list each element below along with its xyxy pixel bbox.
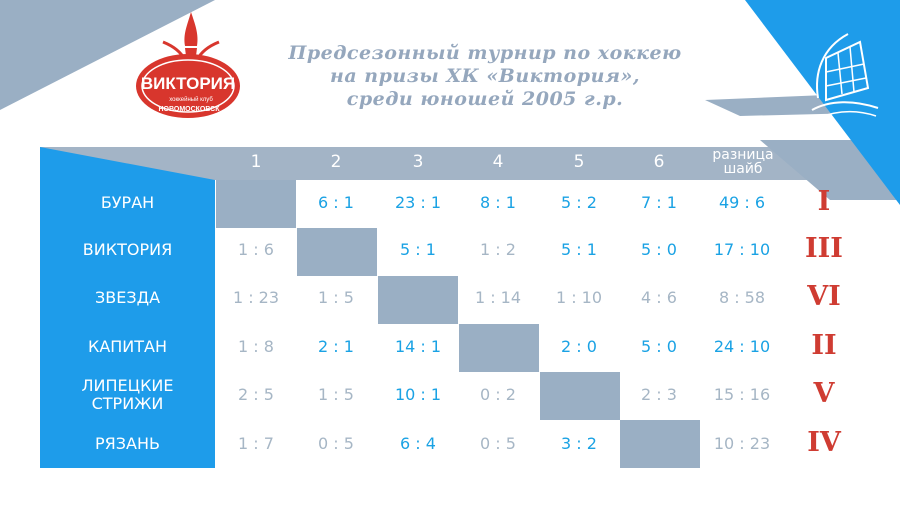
score-cell: 6 : 4 xyxy=(400,434,436,453)
diagonal-cell-3 xyxy=(378,276,458,324)
place-cell: II xyxy=(811,330,837,361)
column-header-1: 1 xyxy=(250,152,262,172)
team-name-line: ВИКТОРИЯ xyxy=(82,240,173,259)
score-cell: 0 : 2 xyxy=(480,385,516,404)
team-name: ЗВЕЗДА xyxy=(40,289,215,307)
score-cell: 5 : 0 xyxy=(641,240,677,259)
score-cell: 1 : 10 xyxy=(555,288,603,307)
place-cell: VI xyxy=(807,281,841,312)
score-cell: 5 : 0 xyxy=(641,337,677,356)
score-cell: 14 : 1 xyxy=(394,337,442,356)
diagonal-cell-4 xyxy=(459,324,539,372)
score-cell: 5 : 1 xyxy=(400,240,436,259)
team-name-line: СТРИЖИ xyxy=(91,394,164,413)
title-line-1: Предсезонный турнир по хоккею xyxy=(288,42,682,64)
goal-difference-cell: 15 : 16 xyxy=(713,385,771,404)
team-name: БУРАН xyxy=(40,194,215,212)
goal-difference-cell: 10 : 23 xyxy=(713,434,771,453)
team-name-line: ЛИПЕЦКИЕ xyxy=(81,376,174,395)
score-cell: 2 : 1 xyxy=(318,337,354,356)
goal-difference-header-line-1: разница xyxy=(712,147,774,163)
logo-name: ВИКТОРИЯ xyxy=(141,74,235,93)
team-name-line: БУРАН xyxy=(100,193,155,212)
column-header-5: 5 xyxy=(573,152,585,172)
score-cell: 2 : 3 xyxy=(641,385,677,404)
score-cell: 1 : 14 xyxy=(474,288,522,307)
score-cell: 1 : 23 xyxy=(232,288,280,307)
column-header-2: 2 xyxy=(330,152,342,172)
team-name: ВИКТОРИЯ xyxy=(40,241,215,259)
team-name-line: РЯЗАНЬ xyxy=(95,434,160,453)
arena-emblem-icon xyxy=(811,33,879,119)
title-line-2: на призы ХК «Виктория», xyxy=(330,65,640,87)
goal-difference-cell: 24 : 10 xyxy=(713,337,771,356)
score-cell: 1 : 8 xyxy=(238,337,274,356)
logo-city: НОВОМОСКОВСК xyxy=(159,106,221,113)
title-line-3: среди юношей 2005 г.р. xyxy=(346,88,624,110)
score-cell: 6 : 1 xyxy=(318,193,354,212)
score-cell: 23 : 1 xyxy=(394,193,442,212)
goal-difference-header: разница шайб xyxy=(700,148,786,176)
goal-difference-cell: 49 : 6 xyxy=(718,193,766,212)
place-cell: III xyxy=(805,233,843,264)
team-panel xyxy=(40,147,215,468)
goal-difference-cell: 17 : 10 xyxy=(713,240,771,259)
diagonal-cell-1 xyxy=(216,180,296,228)
score-cell: 1 : 5 xyxy=(318,288,354,307)
score-cell: 1 : 5 xyxy=(318,385,354,404)
score-cell: 4 : 6 xyxy=(641,288,677,307)
score-cell: 5 : 2 xyxy=(561,193,597,212)
score-cell: 2 : 0 xyxy=(561,337,597,356)
score-cell: 1 : 7 xyxy=(238,434,274,453)
logo-sub: хоккейный клуб xyxy=(169,96,213,103)
place-cell: IV xyxy=(807,427,841,458)
score-cell: 7 : 1 xyxy=(641,193,677,212)
team-name: РЯЗАНЬ xyxy=(40,435,215,453)
team-name-line: КАПИТАН xyxy=(87,337,168,356)
goal-difference-header-line-2: шайб xyxy=(723,161,763,177)
column-header-4: 4 xyxy=(492,152,504,172)
score-cell: 0 : 5 xyxy=(480,434,516,453)
score-cell: 10 : 1 xyxy=(394,385,442,404)
score-cell: 0 : 5 xyxy=(318,434,354,453)
goal-difference-cell: 8 : 58 xyxy=(718,288,766,307)
corner-shape-top-left xyxy=(0,0,215,110)
score-cell: 8 : 1 xyxy=(480,193,516,212)
club-logo: ВИКТОРИЯ хоккейный клуб НОВОМОСКОВСК xyxy=(136,12,240,118)
score-cell: 3 : 2 xyxy=(561,434,597,453)
header-band xyxy=(40,147,860,185)
team-name: КАПИТАН xyxy=(40,338,215,356)
column-header-6: 6 xyxy=(653,152,665,172)
column-header-3: 3 xyxy=(412,152,424,172)
place-cell: I xyxy=(817,186,831,217)
score-cell: 1 : 2 xyxy=(480,240,516,259)
score-cell: 1 : 6 xyxy=(238,240,274,259)
diagonal-cell-2 xyxy=(297,228,377,276)
team-name: ЛИПЕЦКИЕ СТРИЖИ xyxy=(40,377,215,413)
score-cell: 5 : 1 xyxy=(561,240,597,259)
diagonal-cell-6 xyxy=(620,420,700,468)
team-name-line: ЗВЕЗДА xyxy=(94,288,161,307)
score-cell: 2 : 5 xyxy=(238,385,274,404)
place-cell: V xyxy=(813,378,835,409)
diagonal-cell-5 xyxy=(540,372,620,420)
